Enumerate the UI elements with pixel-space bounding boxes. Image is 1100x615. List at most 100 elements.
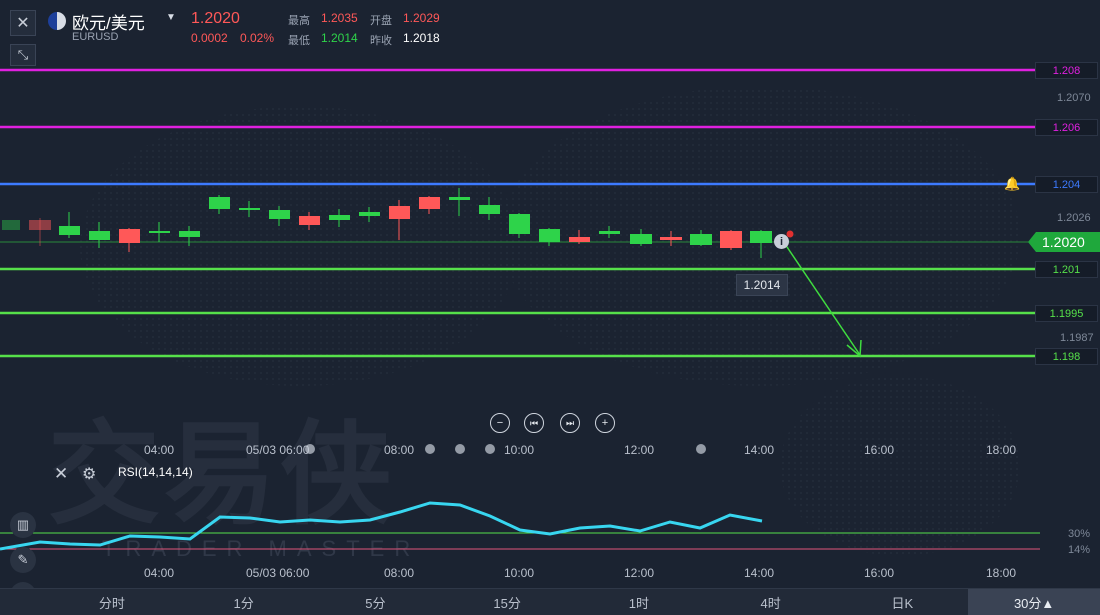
current-price-tag: 1.2020 (1028, 232, 1100, 252)
info-icon[interactable]: i (774, 234, 789, 249)
scroll-dot[interactable] (485, 444, 495, 454)
candle (449, 197, 470, 200)
level-label-1206[interactable]: 1.206 (1035, 119, 1098, 136)
scroll-dot[interactable] (425, 444, 435, 454)
step-forward-button[interactable]: ⏭ (560, 413, 580, 433)
close-icon[interactable]: ✕ (10, 10, 36, 36)
scroll-dot[interactable] (696, 444, 706, 454)
timeframe-tab[interactable]: 15分 (493, 595, 521, 611)
candle (509, 214, 530, 234)
timeframe-tab-active[interactable]: 30分▲ (968, 589, 1100, 615)
rsi-level-high-label: 30% (1068, 528, 1091, 540)
timeframe-tab[interactable]: 1时 (628, 595, 649, 611)
candle (690, 234, 712, 245)
candle (59, 226, 80, 235)
candlestick-icon[interactable]: ▥ (10, 512, 36, 538)
prev-close-value: 1.2018 (403, 31, 440, 45)
candle (750, 231, 772, 243)
time-axis-label: 05/03 06:00 (246, 566, 310, 580)
candle (599, 231, 620, 234)
time-axis-label: 16:00 (864, 443, 895, 457)
header-bar: ✕ 欧元/美元 ▼ EURUSD 1.2020 0.0002 0.02% 最高 … (0, 0, 1100, 47)
high-label: 最高 (288, 15, 310, 27)
timeframe-bar-spacer (0, 589, 46, 615)
time-axis-label: 14:00 (744, 566, 775, 580)
candle (419, 197, 440, 209)
candle (660, 237, 682, 240)
scroll-dot[interactable] (455, 444, 465, 454)
time-axis-label: 18:00 (986, 443, 1017, 457)
timeframe-tab[interactable]: 1分 (233, 595, 254, 611)
candle (119, 229, 140, 243)
time-axis-label: 16:00 (864, 566, 895, 580)
high-value: 1.2035 (321, 11, 358, 25)
level-label-11995[interactable]: 1.1995 (1035, 305, 1098, 322)
trend-arrow[interactable] (784, 243, 861, 356)
candle (2, 220, 20, 230)
current-price-tag-text: 1.2020 (1042, 234, 1085, 250)
collapse-icon[interactable]: ⤡ (10, 44, 36, 66)
time-axis-label: 08:00 (384, 566, 415, 580)
price-change-pct: 0.02% (240, 31, 275, 45)
time-axis-label: 05/03 06:00 (246, 443, 310, 457)
bell-icon[interactable]: 🔔 (1004, 176, 1021, 191)
candle (29, 220, 51, 230)
candle (239, 208, 260, 210)
price-axis-label: 1.2026 (1057, 212, 1091, 224)
open-label: 开盘 (370, 15, 392, 27)
pencil-icon[interactable]: ✎ (10, 547, 36, 573)
rsi-level-low-label: 14% (1068, 544, 1091, 556)
current-price-tag-bg (1028, 232, 1100, 252)
scroll-dot[interactable] (305, 444, 315, 454)
candle (359, 212, 380, 216)
open-value: 1.2029 (403, 11, 440, 25)
candle (269, 210, 290, 219)
symbol-name[interactable]: 欧元/美元 (72, 14, 145, 33)
candle (720, 231, 742, 248)
price-chart[interactable] (0, 0, 1100, 588)
level-label-1208[interactable]: 1.208 (1035, 62, 1098, 79)
candle (329, 215, 350, 220)
price-axis-label: 1.1987 (1060, 332, 1094, 344)
time-axis-label: 14:00 (744, 443, 775, 457)
low-label: 最低 (288, 35, 310, 47)
timeframe-tab[interactable]: 日K (891, 595, 914, 611)
time-axis-label: 04:00 (144, 443, 175, 457)
candle (179, 231, 200, 237)
level-label-1198[interactable]: 1.198 (1035, 348, 1098, 365)
current-price: 1.2020 (191, 10, 240, 27)
step-back-button[interactable]: ⏮ (524, 413, 544, 433)
zoom-in-button[interactable]: + (595, 413, 615, 433)
candle (299, 216, 320, 225)
timeframe-bar: 分时 1分 5分 15分 1时 4时 日K 30分▲ (0, 588, 1100, 615)
low-value: 1.2014 (321, 31, 358, 45)
prev-close-label: 昨收 (370, 35, 392, 47)
candle (630, 234, 652, 244)
candle (539, 229, 560, 242)
time-axis-label: 12:00 (624, 443, 655, 457)
candle (209, 197, 230, 209)
candle (389, 206, 410, 219)
level-label-1201[interactable]: 1.201 (1035, 261, 1098, 278)
timeframe-tab[interactable]: 分时 (98, 595, 125, 611)
us-eu-flag-icon (48, 12, 66, 30)
time-axis-label: 12:00 (624, 566, 655, 580)
zoom-out-button[interactable]: − (490, 413, 510, 433)
indicator-name: RSI(14,14,14) (118, 465, 193, 479)
level-label-1204[interactable]: 1.204 (1035, 176, 1098, 193)
chevron-down-icon[interactable]: ▼ (166, 12, 176, 23)
close-indicator-icon[interactable]: ✕ (54, 464, 69, 483)
candle (149, 231, 170, 233)
price-change: 0.0002 (191, 31, 228, 45)
low-price-tooltip: 1.2014 (736, 274, 788, 296)
time-axis-label: 04:00 (144, 566, 175, 580)
gear-icon[interactable]: ⚙ (82, 466, 97, 483)
time-axis-label: 08:00 (384, 443, 415, 457)
price-axis-label: 1.2070 (1057, 92, 1091, 104)
time-axis-label: 18:00 (986, 566, 1017, 580)
trend-arrow-head (846, 339, 862, 358)
candle (569, 237, 590, 242)
timeframe-tab[interactable]: 4时 (760, 595, 781, 611)
time-axis-label: 10:00 (504, 443, 535, 457)
timeframe-tab[interactable]: 5分 (365, 595, 386, 611)
